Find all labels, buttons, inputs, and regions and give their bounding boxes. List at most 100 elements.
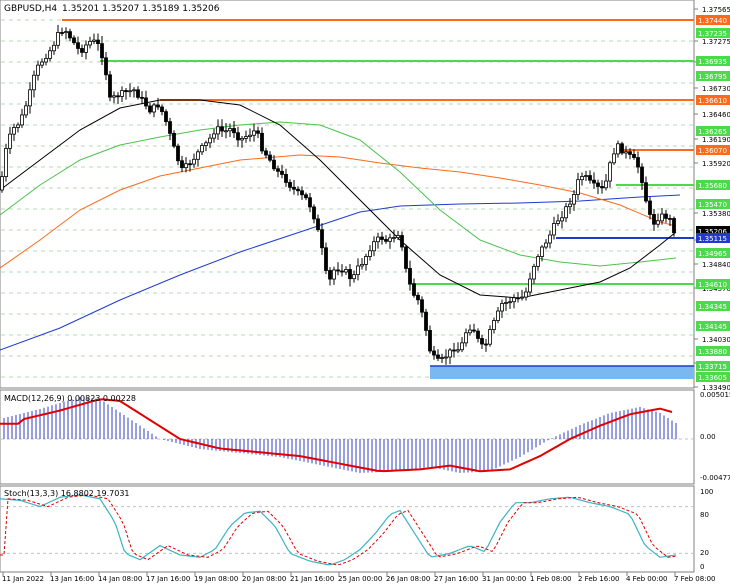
candle-body: [548, 234, 552, 244]
price-tag-bg-5: [696, 126, 730, 136]
macd-axis-label-2: -0.004773: [700, 474, 730, 482]
time-axis-label-0: 11 Jan 2022: [2, 575, 44, 583]
price-tag-bg-4: [696, 95, 730, 105]
candle-body: [360, 264, 364, 267]
candle-body: [648, 200, 652, 215]
candle-body: [136, 89, 140, 98]
macd-panel[interactable]: MACD(12,26,9) 0.00823 0.00228: [0, 389, 695, 485]
price-tag-bg-14: [696, 346, 730, 356]
price-tag-bg-13: [696, 321, 730, 331]
time-axis-label-10: 31 Jan 00:00: [482, 575, 526, 583]
price-tag-bg-12: [696, 301, 730, 311]
candle-body: [24, 105, 28, 116]
candle-body: [556, 220, 560, 224]
candle-body: [340, 270, 344, 273]
macd-content: [0, 397, 693, 473]
candle-body: [304, 194, 308, 199]
stoch-axis-label-3: 0: [700, 563, 704, 571]
candle-body: [248, 134, 252, 137]
price-tag-15: 1.33715: [698, 363, 727, 371]
price-tag-bg-1: [696, 28, 730, 38]
price-tag-bg-8: [696, 199, 730, 209]
current-price-label: 1.35206: [698, 228, 727, 236]
ma-mid-line: [0, 154, 677, 269]
candle-body: [592, 179, 596, 184]
candle-body: [376, 236, 380, 243]
candle-body: [368, 250, 372, 257]
candle-body: [32, 74, 36, 91]
candle-body: [532, 265, 536, 280]
candle-body: [76, 42, 80, 49]
candle-body: [240, 137, 244, 141]
candle-body: [500, 303, 504, 312]
stoch-axis-label-1: 80: [700, 511, 709, 519]
time-axis-label-7: 25 Jan 00:00: [338, 575, 382, 583]
candle-body: [364, 256, 368, 265]
price-tags: 1.37440 1.37235 1.36935 1.36795 1.36610 1.362…: [696, 15, 730, 382]
candle-body: [544, 242, 548, 248]
candle-body: [484, 343, 488, 346]
candle-body: [332, 269, 336, 280]
price-axis-label-3: 1.36730: [702, 85, 730, 93]
candle-body: [508, 301, 512, 304]
candle-body: [320, 229, 324, 249]
price-tag-10: 1.34965: [698, 250, 727, 258]
candle-body: [164, 111, 168, 122]
candle-body: [180, 160, 184, 169]
candle-body: [52, 44, 56, 52]
candle-body: [280, 170, 284, 175]
candle-body: [80, 48, 84, 53]
price-panel[interactable]: GBPUSD,H4 1.35201 1.35207 1.35189 1.3520…: [0, 0, 695, 389]
candle-body: [588, 175, 592, 181]
candle-body: [60, 32, 64, 34]
time-axis-label-6: 21 Jan 16:00: [290, 575, 334, 583]
stoch-label: Stoch(13,3,3) 16.8802 19.7031: [4, 489, 130, 498]
candle-body: [184, 163, 188, 169]
candle-body: [420, 299, 424, 313]
price-tag-bg-6: [696, 145, 730, 155]
candle-body: [196, 151, 200, 160]
candle-body: [432, 350, 436, 356]
candle-body: [116, 95, 120, 98]
candle-body: [576, 179, 580, 195]
candle-body: [208, 137, 212, 144]
candle-body: [132, 89, 136, 92]
time-axis-label-13: 4 Feb 00:00: [626, 575, 667, 583]
price-axis-label-11: 1.34030: [702, 336, 730, 344]
candle-body: [516, 297, 520, 300]
candle-body: [96, 39, 100, 45]
stoch-panel[interactable]: Stoch(13,3,3) 16.8802 19.7031: [0, 485, 695, 573]
candle-body: [100, 43, 104, 59]
candle-body: [140, 96, 144, 99]
price-tag-9: 1.35115: [698, 235, 727, 243]
candle-body: [480, 338, 484, 345]
candle-body: [456, 349, 460, 352]
candle-body: [668, 218, 672, 220]
price-tag-4: 1.36610: [698, 97, 727, 105]
candle-body: [536, 256, 540, 267]
price-axis-label-1: 1.37275: [702, 38, 730, 46]
price-tag-11: 1.34610: [698, 281, 727, 289]
candle-body: [4, 148, 8, 178]
price-axis-label-5: 1.36190: [702, 136, 730, 144]
candle-body: [300, 190, 304, 196]
time-axis-label-8: 26 Jan 08:00: [386, 575, 430, 583]
time-axis-label-3: 17 Jan 16:00: [146, 575, 190, 583]
macd-axis-label-0: 0.005015: [700, 391, 730, 399]
horizontal-levels: [62, 19, 694, 379]
candle-body: [352, 274, 356, 280]
candle-body: [36, 64, 40, 76]
candle-body: [172, 132, 176, 147]
candle-body: [344, 269, 348, 273]
candle-body: [632, 153, 636, 158]
time-axis-label-4: 19 Jan 08:00: [194, 575, 238, 583]
stoch-content: [0, 494, 693, 566]
candle-body: [472, 329, 476, 332]
candle-body: [440, 357, 444, 359]
candle-body: [608, 162, 612, 182]
candle-body: [428, 330, 432, 352]
macd-label: MACD(12,26,9) 0.00823 0.00228: [4, 394, 136, 403]
candle-body: [416, 294, 420, 301]
candle-body: [464, 332, 468, 344]
